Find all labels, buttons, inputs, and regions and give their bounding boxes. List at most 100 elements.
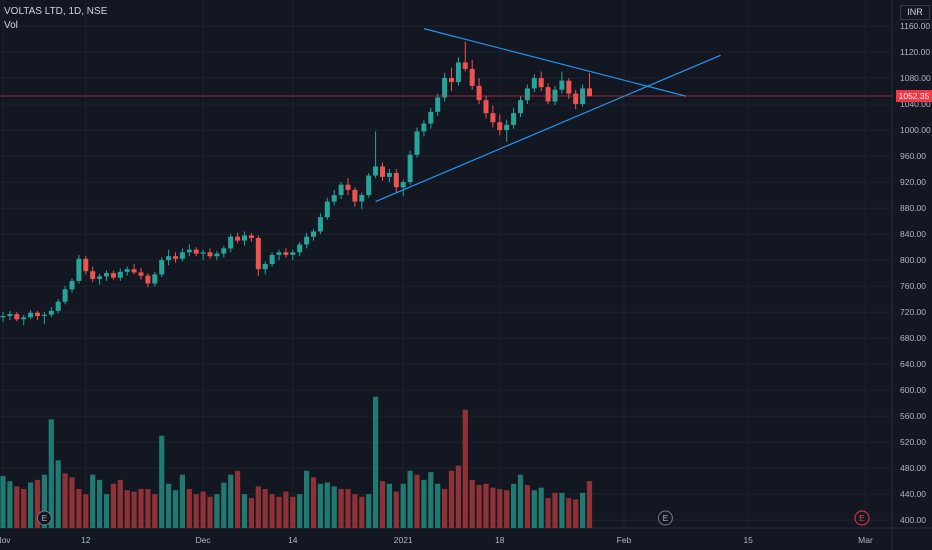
volume-bar	[455, 465, 461, 528]
volume-bar	[241, 494, 248, 528]
volume-bar	[407, 470, 413, 528]
candle-body	[483, 100, 489, 114]
candle-body	[407, 154, 413, 183]
candle-body	[428, 111, 434, 124]
candle-body	[462, 62, 468, 69]
volume-bar	[262, 488, 268, 528]
volume-bar	[69, 477, 75, 528]
volume-bar	[586, 481, 593, 528]
volume-bar	[159, 435, 165, 528]
time-axis[interactable]: Nov12Dec14202118Feb15Mar15Apr19May17Jun	[0, 535, 932, 545]
volume-bar	[428, 472, 434, 528]
y-tick-label: 1160.00	[900, 21, 930, 31]
candle-body	[283, 252, 289, 255]
currency-tag[interactable]: INR	[900, 5, 930, 20]
x-tick-label: Nov	[0, 535, 11, 545]
candle-body	[186, 249, 192, 253]
volume-bar	[145, 488, 151, 528]
volume-bar	[276, 496, 282, 528]
candle-body	[469, 68, 475, 86]
candle-body	[104, 273, 109, 277]
candle-body	[97, 276, 103, 279]
volume-bar	[117, 479, 123, 528]
candle-body	[587, 88, 592, 97]
volume-bar	[214, 494, 220, 528]
candle-body	[193, 249, 199, 254]
candle-body	[455, 62, 461, 82]
candle-body	[228, 236, 234, 249]
candle-body	[83, 258, 89, 272]
volume-bar	[345, 488, 351, 528]
candle-body	[504, 124, 510, 131]
trendline-resistance	[423, 28, 687, 97]
y-tick-label: 840.00	[900, 229, 926, 239]
candle-body	[449, 78, 454, 82]
candle-body	[386, 172, 392, 177]
x-tick-label: Mar	[858, 535, 873, 545]
candle-body	[214, 253, 220, 257]
candle-body	[200, 252, 206, 254]
earnings-marker-label: E	[859, 513, 865, 523]
volume-bar	[559, 492, 565, 528]
volume-bar	[255, 486, 261, 528]
earnings-marker-upcoming	[854, 510, 870, 526]
price-axis[interactable]: 400.00 440.00 480.00 520.00 560.00 600.00 640.…	[900, 21, 931, 525]
volume-bar	[48, 419, 54, 528]
candle-body	[242, 235, 247, 241]
candle-body	[338, 184, 344, 196]
candle-body	[207, 252, 213, 257]
volume-bar	[338, 488, 344, 528]
y-tick-label: 760.00	[900, 281, 926, 291]
candle-body	[545, 87, 551, 102]
volume-bar	[331, 486, 337, 528]
candle-body	[166, 256, 172, 261]
candle-body	[490, 113, 496, 123]
volume-bar	[138, 488, 144, 528]
volume-bar	[379, 481, 386, 528]
y-tick-label: 920.00	[900, 177, 926, 187]
x-tick-label: Feb	[617, 535, 632, 545]
candle-body	[393, 172, 399, 188]
volume-bar	[386, 483, 392, 528]
volume-bar	[152, 494, 158, 528]
candle-body	[552, 89, 558, 102]
volume-bar	[41, 474, 47, 528]
earnings-marker	[657, 510, 673, 526]
candle-body	[76, 258, 82, 281]
candle-body	[345, 184, 351, 190]
volume-bar	[538, 487, 544, 528]
candle-body	[262, 264, 268, 270]
candle-body	[21, 317, 27, 320]
candle-body	[573, 93, 579, 105]
candle-body	[421, 123, 427, 132]
volume-bar	[62, 473, 68, 528]
volume-bar	[490, 487, 496, 528]
y-tick-label: 960.00	[900, 151, 926, 161]
volume-bar	[90, 474, 96, 528]
x-tick-label: Dec	[196, 535, 212, 545]
volume-indicator-label[interactable]: Vol	[4, 20, 18, 31]
trendlines[interactable]	[375, 28, 721, 203]
candle-body	[380, 166, 385, 177]
chart-legend: VOLTAS LTD, 1D, NSE Vol	[4, 5, 107, 33]
candle-body	[117, 271, 123, 278]
candle-body	[531, 78, 537, 89]
volume-bar	[469, 479, 475, 528]
symbol-title[interactable]: VOLTAS LTD, 1D, NSE	[4, 6, 108, 17]
volume-bar	[228, 474, 234, 528]
volume-bar	[497, 488, 503, 528]
candle-body	[435, 97, 441, 112]
volume-bar	[34, 479, 41, 528]
volume-bar	[55, 460, 61, 528]
volume-bar	[366, 494, 372, 528]
candle-body	[566, 80, 572, 94]
volume-bar	[324, 482, 330, 528]
candle-body	[152, 274, 158, 284]
candle-body	[145, 275, 151, 284]
volume-bar	[442, 488, 448, 528]
candle-body	[48, 310, 54, 315]
volume-bar	[76, 488, 82, 528]
candle-body	[331, 195, 337, 202]
